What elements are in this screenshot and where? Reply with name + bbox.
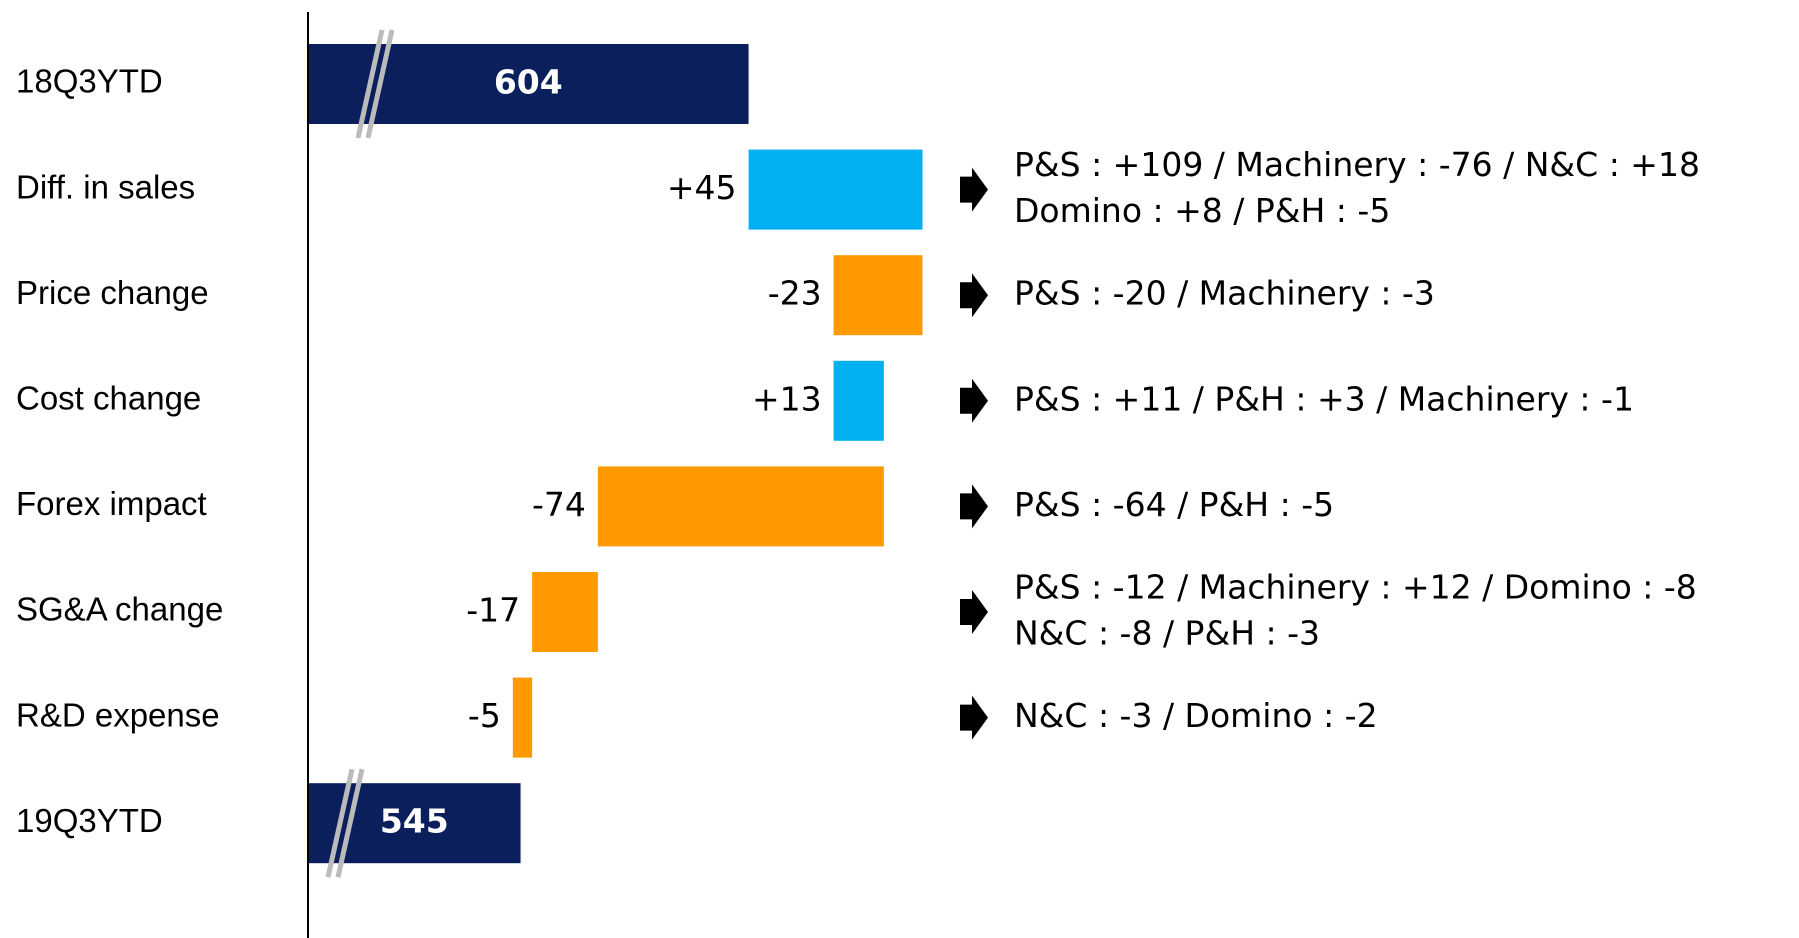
category-label: Cost change <box>16 380 201 417</box>
value-label: +45 <box>667 168 737 207</box>
bar <box>597 466 884 547</box>
axis-break <box>335 768 365 878</box>
bar <box>532 572 598 652</box>
arrow-icon <box>960 167 988 212</box>
arrow-icon <box>960 695 988 740</box>
value-label: 604 <box>494 63 563 102</box>
note: P&S : +11 / P&H : +3 / Machinery : -1 <box>1014 379 1634 418</box>
arrow-icon <box>960 590 988 634</box>
category-label: R&D expense <box>16 696 220 733</box>
note: P&S : -12 / Machinery : +12 / Domino : -… <box>1014 568 1697 607</box>
note: P&S : -64 / P&H : -5 <box>1014 485 1334 524</box>
axis-break <box>325 768 355 878</box>
note: N&C : -8 / P&H : -3 <box>1014 614 1320 653</box>
category-label: SG&A change <box>16 591 223 628</box>
bar <box>512 677 533 758</box>
value-label: -17 <box>466 591 520 630</box>
note: N&C : -3 / Domino : -2 <box>1014 696 1378 735</box>
value-label: -74 <box>532 485 586 524</box>
arrow-icon <box>960 378 988 423</box>
bar <box>748 149 923 230</box>
value-label: -23 <box>768 274 822 313</box>
category-label: 18Q3YTD <box>16 63 163 100</box>
note: P&S : -20 / Machinery : -3 <box>1014 274 1435 313</box>
category-label: Forex impact <box>16 485 207 522</box>
axis-break <box>355 29 385 139</box>
value-label: -5 <box>468 696 501 735</box>
category-label: Price change <box>16 274 209 311</box>
arrow-icon <box>960 484 988 529</box>
bar <box>833 360 884 441</box>
category-label: 19Q3YTD <box>16 802 163 839</box>
axis-break <box>365 29 395 139</box>
note: Domino : +8 / P&H : -5 <box>1014 191 1390 230</box>
arrow-icon <box>960 273 988 318</box>
value-label: 545 <box>380 802 449 841</box>
category-label: Diff. in sales <box>16 168 195 205</box>
bar <box>833 255 923 336</box>
note: P&S : +109 / Machinery : -76 / N&C : +18 <box>1014 145 1700 184</box>
value-label: +13 <box>752 379 822 418</box>
